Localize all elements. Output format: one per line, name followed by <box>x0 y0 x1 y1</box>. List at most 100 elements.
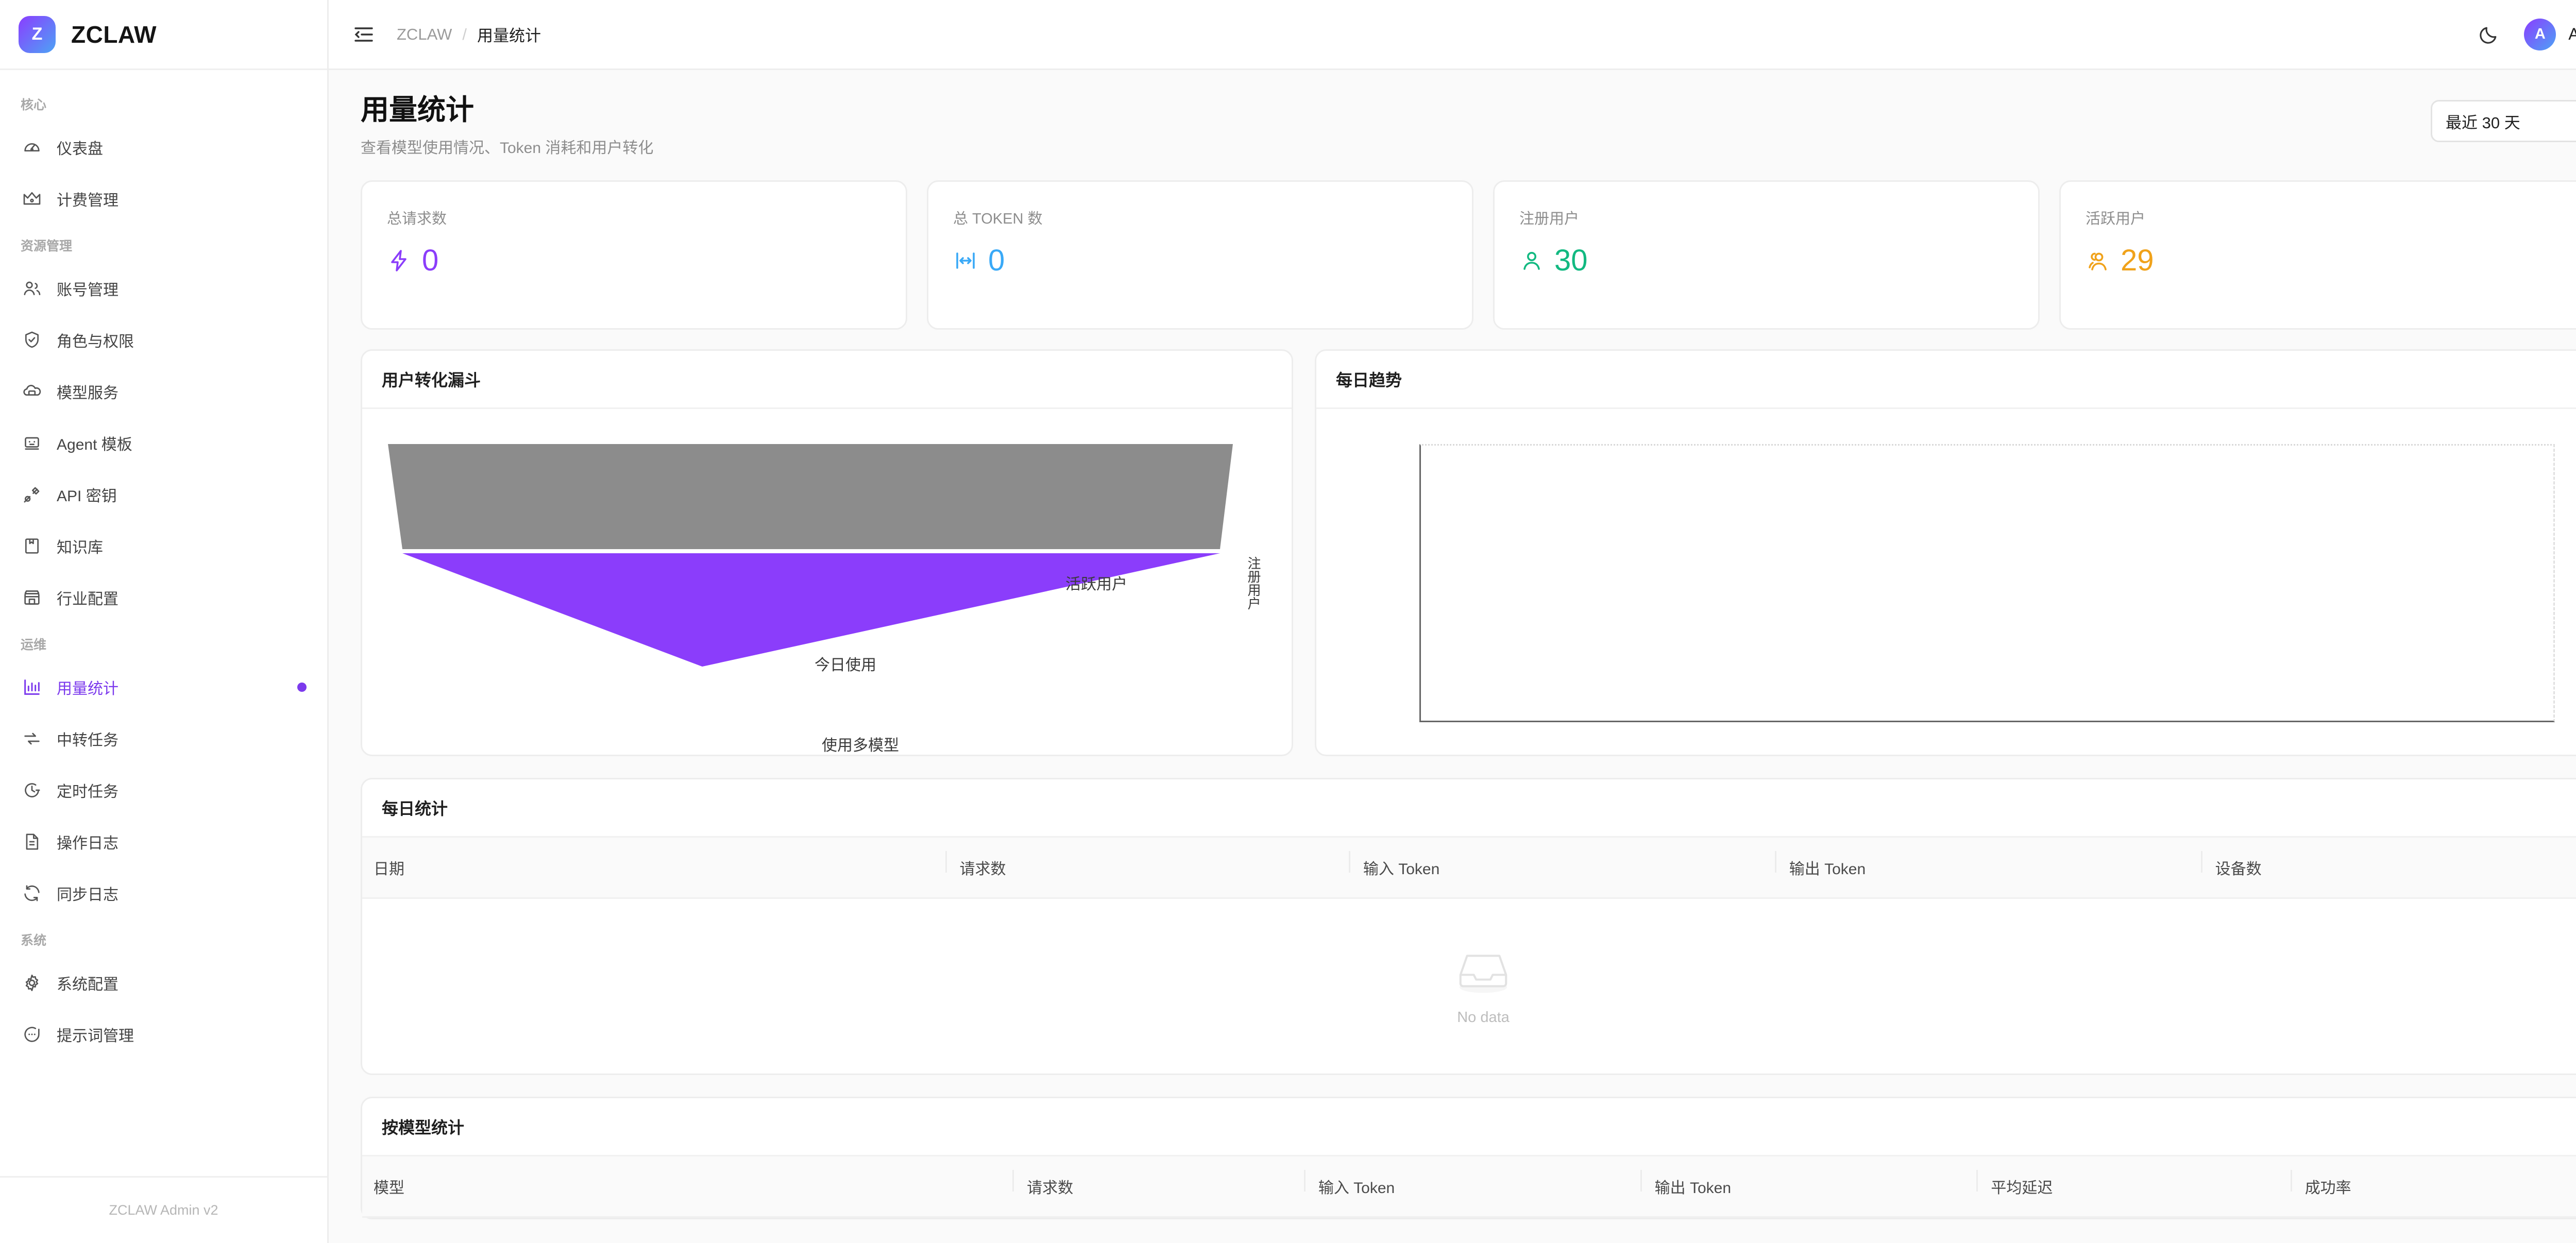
robot-icon <box>22 433 42 453</box>
daily-stats-table: 日期 请求数 输入 Token 输出 Token 设备数 <box>362 838 2576 1074</box>
date-range-value: 最近 30 天 <box>2446 113 2520 132</box>
daily-stats-panel: 每日统计 日期 请求数 输入 Token 输出 Token 设备数 <box>361 778 2576 1075</box>
brand-logo-icon: Z <box>19 15 56 53</box>
crown-icon <box>22 189 42 209</box>
stat-value: 0 <box>988 244 1005 277</box>
col-success-rate[interactable]: 成功率 <box>2290 1156 2576 1218</box>
book-icon <box>22 536 42 556</box>
sidebar-item-billing[interactable]: 计费管理 <box>0 173 327 225</box>
stat-cards: 总请求数 0 总 TOKEN 数 0 <box>361 180 2576 330</box>
sidebar-item-agent-templates[interactable]: Agent 模板 <box>0 417 327 469</box>
sidebar-item-label: 系统配置 <box>57 976 118 993</box>
funnel-label-active-users: 活跃用户 <box>1065 576 1127 593</box>
sidebar-item-knowledge-base[interactable]: 知识库 <box>0 520 327 572</box>
sidebar-item-sync-logs[interactable]: 同步日志 <box>0 867 327 919</box>
daily-stats-body: No data <box>362 898 2576 1074</box>
col-input-token[interactable]: 输入 Token <box>1348 838 1775 899</box>
sidebar-item-label: 计费管理 <box>57 192 118 209</box>
table-header-row: 日期 请求数 输入 Token 输出 Token 设备数 <box>362 838 2576 899</box>
nav-group-label-resources: 资源管理 <box>21 239 73 253</box>
sidebar-item-label: 模型服务 <box>57 385 118 402</box>
sidebar-item-system-config[interactable]: 系统配置 <box>0 957 327 1009</box>
user-name: Admin <box>2568 25 2576 43</box>
avatar: A <box>2524 18 2556 50</box>
charts-row: 用户转化漏斗 注册用户 活跃用户 今日使用 使用多模型 每日趋势 <box>361 349 2576 756</box>
message-dots-icon <box>22 1024 42 1045</box>
sidebar-item-api-keys[interactable]: API 密钥 <box>0 469 327 520</box>
table-header-row: 模型 请求数 输入 Token 输出 Token 平均延迟 成功率 <box>362 1156 2576 1218</box>
sidebar-item-label: 角色与权限 <box>57 333 134 350</box>
sidebar-item-prompt-management[interactable]: 提示词管理 <box>0 1009 327 1060</box>
sidebar-item-label: 行业配置 <box>57 591 118 608</box>
trend-panel: 每日趋势 <box>1315 349 2576 756</box>
funnel-chart[interactable]: 注册用户 活跃用户 今日使用 使用多模型 <box>362 409 1292 759</box>
funnel-segment-1 <box>388 444 1233 549</box>
col-requests[interactable]: 请求数 <box>945 838 1349 899</box>
sidebar-item-usage-stats[interactable]: 用量统计 <box>0 661 327 713</box>
moon-icon[interactable] <box>2478 23 2500 46</box>
empty-state: No data <box>362 898 2576 1074</box>
sidebar-item-operation-logs[interactable]: 操作日志 <box>0 816 327 867</box>
sidebar-footer: ZCLAW Admin v2 <box>0 1176 327 1243</box>
sidebar-item-label: 用量统计 <box>57 680 118 697</box>
page-subtitle: 查看模型使用情况、Token 消耗和用户转化 <box>361 140 654 157</box>
brand-name: ZCLAW <box>71 21 157 48</box>
funnel-title: 用户转化漏斗 <box>362 351 1292 409</box>
col-requests[interactable]: 请求数 <box>1012 1156 1304 1218</box>
stat-card-active-users: 活跃用户 29 <box>2059 180 2576 330</box>
cloud-server-icon <box>22 381 42 402</box>
user-menu[interactable]: A Admin <box>2524 18 2576 50</box>
daily-stats-head: 日期 请求数 输入 Token 输出 Token 设备数 <box>362 838 2576 899</box>
sidebar-item-accounts[interactable]: 账号管理 <box>0 263 327 314</box>
sidebar: Z ZCLAW 核心 仪表盘 计费管理 资源管理 账号管理 角色与权限 <box>0 0 329 1243</box>
clock-icon <box>22 780 42 801</box>
col-input-token[interactable]: 输入 Token <box>1303 1156 1640 1218</box>
col-devices[interactable]: 设备数 <box>2200 838 2576 899</box>
breadcrumb-root[interactable]: ZCLAW <box>397 25 452 43</box>
funnel-svg <box>388 444 1233 667</box>
file-text-icon <box>22 831 42 852</box>
sidebar-item-dashboard[interactable]: 仪表盘 <box>0 122 327 173</box>
bar-chart-icon <box>22 677 42 697</box>
topbar-right: A Admin <box>2478 18 2576 50</box>
sidebar-item-label: 中转任务 <box>57 732 118 749</box>
sidebar-item-relay-tasks[interactable]: 中转任务 <box>0 713 327 764</box>
sidebar-item-label: 操作日志 <box>57 835 118 852</box>
sidebar-item-label: 账号管理 <box>57 282 118 299</box>
funnel-label-clipped: 注册用户 <box>1246 556 1261 610</box>
gauge-icon <box>22 137 42 158</box>
stat-label: 总 TOKEN 数 <box>953 211 1043 227</box>
sidebar-item-label: 知识库 <box>57 539 103 556</box>
col-date[interactable]: 日期 <box>362 838 945 899</box>
page-header: 用量统计 查看模型使用情况、Token 消耗和用户转化 最近 30 天 <box>361 93 2576 158</box>
funnel-segment-2 <box>402 553 1220 667</box>
key-plug-icon <box>22 484 42 505</box>
trend-chart[interactable] <box>1316 409 2576 759</box>
col-avg-latency[interactable]: 平均延迟 <box>1976 1156 2291 1218</box>
model-stats-table: 模型 请求数 输入 Token 输出 Token 平均延迟 成功率 <box>362 1156 2576 1218</box>
sidebar-item-model-services[interactable]: 模型服务 <box>0 366 327 417</box>
date-range-select[interactable]: 最近 30 天 <box>2431 100 2576 142</box>
breadcrumb-current: 用量统计 <box>477 27 541 45</box>
stat-value: 29 <box>2121 244 2154 277</box>
col-output-token[interactable]: 输出 Token <box>1774 838 2201 899</box>
stat-card-total-tokens: 总 TOKEN 数 0 <box>927 180 1473 330</box>
shuffle-icon <box>22 728 42 749</box>
collapse-sidebar-icon[interactable] <box>351 22 376 47</box>
lightning-icon <box>387 248 412 273</box>
users-two-icon <box>2086 248 2110 273</box>
sidebar-item-label: 定时任务 <box>57 784 118 801</box>
funnel-label-today-usage: 今日使用 <box>815 657 876 674</box>
sidebar-item-industry-config[interactable]: 行业配置 <box>0 572 327 623</box>
funnel-panel: 用户转化漏斗 注册用户 活跃用户 今日使用 使用多模型 <box>361 349 1293 756</box>
model-stats-panel: 按模型统计 模型 请求数 输入 Token 输出 Token 平均延迟 成功率 <box>361 1096 2576 1219</box>
sidebar-item-roles[interactable]: 角色与权限 <box>0 314 327 366</box>
sidebar-item-scheduled-tasks[interactable]: 定时任务 <box>0 764 327 816</box>
stat-card-total-requests: 总请求数 0 <box>361 180 907 330</box>
trend-plot-area <box>1419 444 2555 722</box>
nav-group-label-core: 核心 <box>21 98 47 112</box>
daily-stats-title: 每日统计 <box>362 779 2576 838</box>
col-model[interactable]: 模型 <box>362 1156 1013 1218</box>
col-output-token[interactable]: 输出 Token <box>1640 1156 1977 1218</box>
brand[interactable]: Z ZCLAW <box>0 0 327 70</box>
